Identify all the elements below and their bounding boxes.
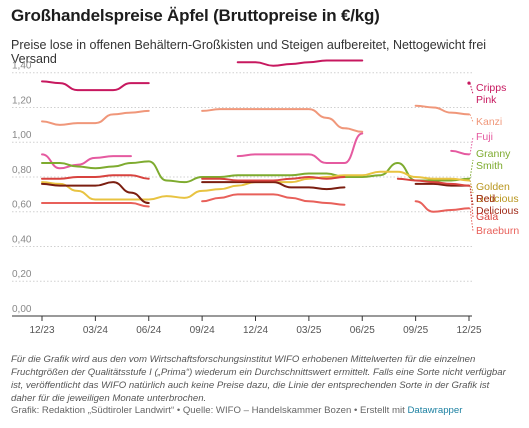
legend-label: Gala	[476, 211, 498, 223]
y-tick-label: 0,20	[12, 269, 32, 280]
legend-label: Cripps Pink	[476, 82, 506, 106]
series-line	[450, 149, 470, 156]
series-line	[41, 153, 132, 170]
legend-connector	[469, 82, 474, 95]
x-axis: 12/23 03/24 06/24 09/24 12/24 03/25 06/25 09/25…	[29, 316, 482, 336]
legend-label-line: Gala	[476, 211, 498, 223]
series-line	[414, 104, 470, 116]
x-tick-label: 09/24	[190, 325, 215, 336]
legend-label-line: Red	[476, 193, 495, 205]
legend-label-line: Golden	[476, 181, 510, 193]
series-line	[41, 160, 470, 184]
x-tick-label: 03/25	[296, 325, 321, 336]
legend-connector	[469, 185, 474, 218]
series-cripps-pink	[41, 59, 471, 92]
y-tick-label: 0,40	[12, 234, 32, 245]
y-axis: 0,00 0,20 0,40 0,60 0,80 1,00 1,20 1,40	[12, 61, 32, 315]
legend-label: Granny Smith	[476, 148, 511, 172]
series-line	[201, 181, 346, 191]
line-chart: 0,00 0,20 0,40 0,60 0,80 1,00 1,20 1,40 12/23 03…	[12, 59, 519, 336]
y-tick-label: 1,40	[12, 61, 32, 72]
series-lines	[41, 59, 471, 213]
y-tick-label: 0,80	[12, 165, 32, 176]
legend-label-line: Fuji	[476, 131, 493, 143]
series-line	[41, 174, 150, 180]
datawrapper-link[interactable]: Datawrapper	[407, 405, 463, 416]
chart-subtitle: Preise lose in offenen Behältern-Großkis…	[11, 38, 487, 66]
series-line	[201, 193, 346, 206]
x-tick-label: 03/24	[83, 325, 108, 336]
legend-connector	[469, 114, 474, 123]
series-fuji	[41, 132, 470, 170]
series-gala	[41, 174, 470, 187]
series-line	[396, 177, 470, 187]
series-line	[201, 108, 364, 133]
series-line	[414, 200, 470, 213]
grid	[12, 72, 472, 317]
x-tick-label: 12/24	[243, 325, 268, 336]
legend-label-line: Pink	[476, 94, 497, 106]
x-tick-label: 12/25	[456, 325, 481, 336]
legend-connector	[469, 208, 474, 232]
legend-connector	[469, 180, 474, 194]
y-tick-label: 0,00	[12, 304, 32, 315]
x-tick-label: 12/23	[29, 325, 54, 336]
legend-label-line: Kanzi	[476, 116, 502, 128]
legend-label: Fuji	[476, 131, 493, 143]
series-line	[201, 175, 346, 182]
series-kanzi	[41, 104, 470, 133]
series-line	[236, 132, 364, 165]
legend-label-line: Smith	[476, 160, 503, 172]
legend-label-line: Delicious	[476, 193, 519, 205]
legend-connector	[469, 136, 474, 155]
x-tick-label: 06/25	[350, 325, 375, 336]
legend-label-line: Braeburn	[476, 225, 519, 237]
x-tick-label: 06/24	[136, 325, 161, 336]
credits-text: Grafik: Redaktion „Südtiroler Landwirt“ …	[11, 405, 405, 416]
y-tick-label: 1,00	[12, 130, 32, 141]
x-tick-label: 09/25	[403, 325, 428, 336]
chart-credits: Grafik: Redaktion „Südtiroler Landwirt“ …	[11, 405, 462, 416]
series-line	[41, 202, 150, 208]
legend-label: Braeburn	[476, 225, 519, 237]
series-line	[41, 181, 150, 205]
chart-title: Großhandelspreise Äpfel (Bruttopreise in…	[11, 6, 380, 25]
legend-label-line: Cripps	[476, 82, 506, 94]
legend-connector	[469, 159, 474, 179]
series-line	[41, 80, 150, 92]
y-tick-label: 1,20	[12, 95, 32, 106]
series-line	[41, 109, 150, 126]
legend-connectors	[469, 82, 474, 232]
legend-label-line: Granny	[476, 148, 511, 160]
legend-label: Kanzi	[476, 116, 502, 128]
series-line	[236, 59, 364, 67]
chart-notes: Für die Grafik wird aus den vom Wirtscha…	[11, 354, 506, 404]
series-braeburn	[41, 193, 470, 213]
y-tick-label: 0,60	[12, 200, 32, 211]
legend-label: Red Delicious	[476, 193, 519, 217]
series-granny-smith	[41, 160, 470, 184]
legend-label: Golden Delicious	[476, 181, 519, 205]
legend-label-line: Delicious	[476, 205, 519, 217]
